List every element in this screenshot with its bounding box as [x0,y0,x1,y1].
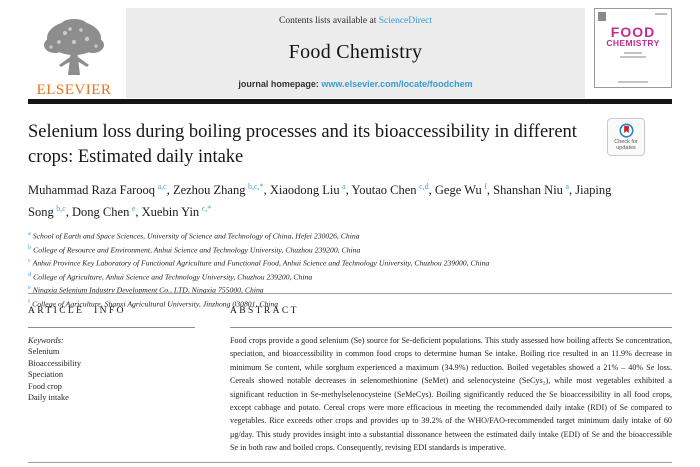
cover-fineprint [624,52,642,55]
homepage-line: journal homepage: www.elsevier.com/locat… [238,79,472,89]
bottom-rule [28,462,672,463]
author: Gege Wu f [434,182,487,198]
abstract-rule [230,327,672,328]
homepage-link[interactable]: www.elsevier.com/locate/foodchem [321,79,473,89]
abstract-text: Food crops provide a good selenium (Se) … [230,336,672,453]
keyword: Food crop [28,381,62,391]
cover-title-chemistry: CHEMISTRY [606,38,660,48]
check-updates-badge[interactable]: Check for updates [607,118,645,156]
journal-cover-thumbnail[interactable]: FOOD CHEMISTRY [594,8,672,88]
cover-publisher-mark-icon [598,12,606,21]
cover-volume-fineprint [655,13,667,15]
article-info-heading: ARTICLE INFO [28,306,126,316]
affiliations-list: a School of Earth and Space Sciences, Un… [28,228,658,309]
section-divider-rule [28,293,672,294]
affiliation: f College of Agriculture, Shanxi Agricul… [28,297,279,309]
affiliation: d College of Agriculture, Anhui Science … [28,270,313,282]
author: Jiaping Song b,c [28,183,612,219]
elsevier-logo: ELSEVIER [28,8,120,98]
header-divider-bar [28,99,672,104]
keyword: Bioaccessibility [28,358,81,368]
authors-line: Muhammad Raza Farooq a,c, Zezhou Zhang b… [28,182,612,219]
affiliation: a School of Earth and Space Sciences, Un… [28,230,360,241]
contents-line: Contents lists available at ScienceDirec… [279,16,432,26]
keyword: Speciation [28,370,64,380]
sciencedirect-link[interactable]: ScienceDirect [378,16,432,26]
author: Xiaodong Liu a [269,182,346,198]
check-updates-label: Check for updates [614,138,638,151]
cover-title-food: FOOD [610,24,656,40]
author: Shanshan Niu a [493,182,570,198]
journal-banner: Contents lists available at ScienceDirec… [126,8,585,98]
affiliation: c Anhui Province Key Laboratory of Funct… [28,257,490,268]
journal-title: Food Chemistry [288,41,423,63]
keywords-list: Selenium Bioaccessibility Speciation Food c… [28,346,208,403]
keywords-block: Keywords: Selenium Bioaccessibility Specia… [28,335,208,403]
keywords-label: Keywords: [28,336,64,345]
journal-header: ELSEVIER Contents lists available at Sci… [28,8,672,98]
tree-icon [37,17,111,81]
author: Muhammad Raza Farooq a,c [28,182,167,198]
keyword: Daily intake [28,393,69,403]
keyword: Selenium [28,347,60,357]
article-title: Selenium loss during boiling processes a… [28,122,577,167]
author: Dong Chen e [72,203,136,219]
article-info-rule [28,327,195,328]
cover-fineprint [618,81,648,83]
affiliation: e Ningxia Selenium Industry Development … [28,284,264,295]
abstract-heading: ABSTRACT [230,306,299,316]
cover-fineprint [620,56,646,59]
contents-prefix: Contents lists available at [278,16,379,26]
bookmark-circle-icon [618,123,634,138]
affiliation: b College of Resource and Environment, A… [28,243,361,255]
author: Xuebin Yin c,* [141,203,212,219]
author: Zezhou Zhang b,c,* [172,182,264,198]
author: Youtao Chen c,d [351,182,429,198]
homepage-prefix: journal homepage: [238,79,322,89]
elsevier-wordmark: ELSEVIER [36,82,112,98]
